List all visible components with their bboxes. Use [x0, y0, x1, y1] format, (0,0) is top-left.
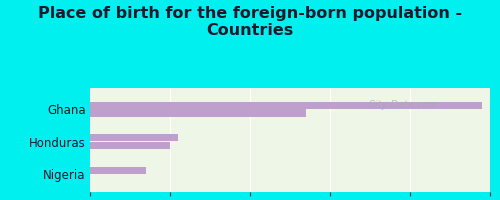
Bar: [90, 167, 146, 174]
Bar: [90, 142, 170, 149]
Bar: [90, 109, 306, 117]
Bar: [90, 102, 482, 109]
Bar: [90, 134, 178, 141]
Text: City-Data.com: City-Data.com: [362, 100, 438, 110]
Text: Place of birth for the foreign-born population -
Countries: Place of birth for the foreign-born popu…: [38, 6, 462, 38]
